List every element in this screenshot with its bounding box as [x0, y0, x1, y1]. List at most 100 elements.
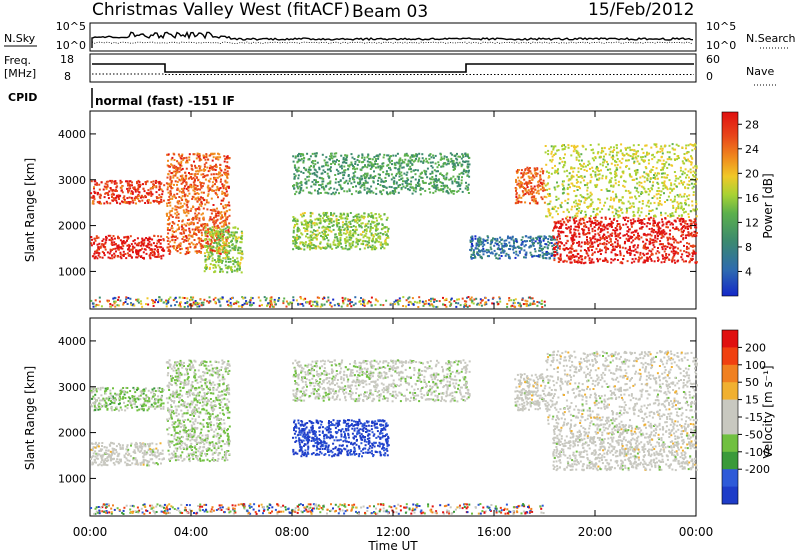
echo-cell [363, 217, 365, 219]
echo-cell [512, 236, 514, 238]
echo-cell [339, 241, 341, 243]
echo-cell [656, 190, 658, 192]
echo-cell [675, 175, 677, 177]
echo-cell [683, 181, 685, 183]
echo-cell [92, 200, 94, 202]
echo-cell [365, 240, 367, 242]
echo-cell [239, 262, 241, 264]
echo-cell [338, 184, 340, 186]
echo-cell [189, 246, 191, 248]
echo-cell [348, 234, 350, 236]
echo-cell [584, 224, 586, 226]
echo-cell [409, 189, 411, 191]
echo-cell [366, 192, 368, 194]
echo-cell [656, 241, 658, 243]
echo-cell [442, 182, 444, 184]
cpid-text: normal (fast) -151 IF [95, 94, 235, 108]
echo-cell [196, 197, 198, 199]
echo-cell [536, 203, 538, 205]
echo-cell [649, 241, 651, 243]
echo-cell [309, 242, 311, 244]
echo-cell [415, 169, 417, 171]
echo-cell [226, 271, 228, 273]
echo-cell [580, 181, 582, 183]
echo-cell [93, 253, 95, 255]
echo-cell [619, 232, 621, 234]
echo-cell [530, 193, 532, 195]
echo-cell [294, 164, 296, 166]
echo-cell [365, 177, 367, 179]
echo-cell [660, 212, 662, 214]
echo-cell [163, 184, 165, 186]
echo-cell [534, 172, 536, 174]
echo-cell [105, 237, 107, 239]
echo-cell [354, 168, 356, 170]
echo-cell [578, 207, 580, 209]
echo-cell [515, 238, 517, 240]
echo-cell [529, 167, 531, 169]
echo-cell [565, 242, 567, 244]
echo-cell [121, 181, 123, 183]
echo-cell [219, 212, 221, 214]
echo-cell [631, 241, 633, 243]
echo-cell [113, 253, 115, 255]
echo-cell [219, 222, 221, 224]
echo-cell [616, 147, 618, 149]
echo-cell [437, 161, 439, 163]
echo-cell [167, 232, 169, 234]
echo-cell [178, 226, 180, 228]
echo-cell [181, 228, 183, 230]
echo-cell [535, 240, 537, 242]
echo-cell [647, 257, 649, 259]
echo-cell [241, 258, 243, 260]
echo-cell [220, 203, 222, 205]
echo-cell [217, 255, 219, 257]
echo-cell [327, 245, 329, 247]
echo-cell [382, 171, 384, 173]
echo-cell [202, 229, 204, 231]
echo-cell [219, 270, 221, 272]
echo-cell [627, 217, 629, 219]
echo-cell [468, 184, 470, 186]
echo-cell [551, 255, 553, 257]
echo-cell [206, 167, 208, 169]
echo-cell [315, 155, 317, 157]
echo-cell [299, 186, 301, 188]
echo-cell [212, 160, 214, 162]
echo-cell [377, 158, 379, 160]
echo-cell [188, 156, 190, 158]
echo-cell [205, 179, 207, 181]
echo-cell [578, 160, 580, 162]
echo-cell [353, 216, 355, 218]
echo-cell [121, 187, 123, 189]
echo-cell [450, 178, 452, 180]
echo-cell [201, 203, 203, 205]
echo-cell [204, 270, 206, 272]
echo-cell [296, 182, 298, 184]
echo-cell [328, 177, 330, 179]
echo-cell [391, 186, 393, 188]
echo-cell [403, 173, 405, 175]
echo-cell [644, 223, 646, 225]
echo-cell [377, 154, 379, 156]
echo-cell [210, 178, 212, 180]
echo-cell [186, 157, 188, 159]
echo-cell [132, 200, 134, 202]
echo-cell [425, 173, 427, 175]
echo-cell [467, 154, 469, 156]
echo-cell [215, 267, 217, 269]
echo-cell [176, 193, 178, 195]
echo-cell [690, 223, 692, 225]
echo-cell [529, 240, 531, 242]
echo-cell [453, 169, 455, 171]
echo-cell [674, 262, 676, 264]
echo-cell [205, 227, 207, 229]
echo-cell [119, 203, 121, 205]
echo-cell [398, 179, 400, 181]
echo-cell [205, 234, 207, 236]
echo-cell [618, 201, 620, 203]
echo-cell [171, 164, 173, 166]
echo-cell [315, 179, 317, 181]
echo-cell [363, 184, 365, 186]
echo-cell [467, 156, 469, 158]
